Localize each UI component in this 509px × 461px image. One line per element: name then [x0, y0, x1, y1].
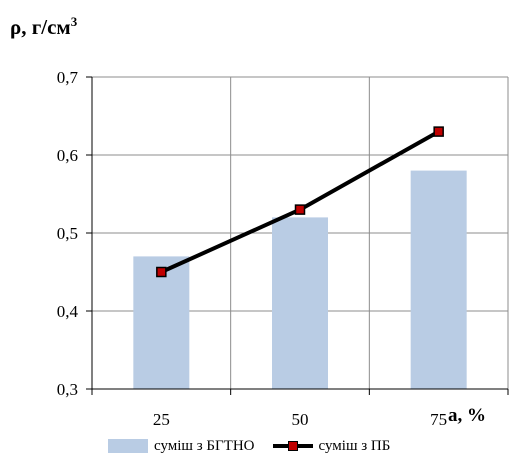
- bar-25: [133, 256, 190, 389]
- y-axis-label-text: ρ, г/см: [10, 15, 71, 39]
- bar-75: [410, 170, 467, 389]
- legend-item-bars: суміш з БГТНО: [108, 438, 255, 455]
- y-axis-label: ρ, г/см3: [10, 14, 77, 40]
- x-axis-label: a, %: [448, 405, 486, 426]
- x-tick-label: 75: [430, 410, 447, 429]
- x-tick-label: 25: [153, 410, 170, 429]
- y-tick-label: 0,6: [57, 146, 78, 165]
- legend-line-label: суміш з ПБ: [318, 437, 391, 454]
- y-tick-label: 0,5: [57, 224, 78, 243]
- legend-line-swatch: [272, 439, 313, 453]
- x-tick-label: 50: [292, 410, 309, 429]
- chart-plot: 0,3 0,4 0,5 0,6 0,7 25 50 75: [57, 68, 509, 429]
- legend: суміш з БГТНО суміш з ПБ: [108, 435, 408, 457]
- line-point-50: [294, 204, 306, 215]
- legend-bar-label: суміш з БГТНО: [154, 437, 255, 454]
- y-tick-label: 0,4: [57, 302, 79, 321]
- y-tick-label: 0,3: [57, 380, 78, 399]
- legend-item-line: суміш з ПБ: [272, 437, 391, 455]
- y-tick-label: 0,7: [57, 68, 79, 87]
- legend-bar-swatch: [108, 439, 148, 453]
- line-point-25: [156, 266, 167, 278]
- y-axis-label-exponent: 3: [70, 14, 78, 29]
- bar-50: [272, 217, 328, 389]
- line-point-75: [433, 126, 444, 137]
